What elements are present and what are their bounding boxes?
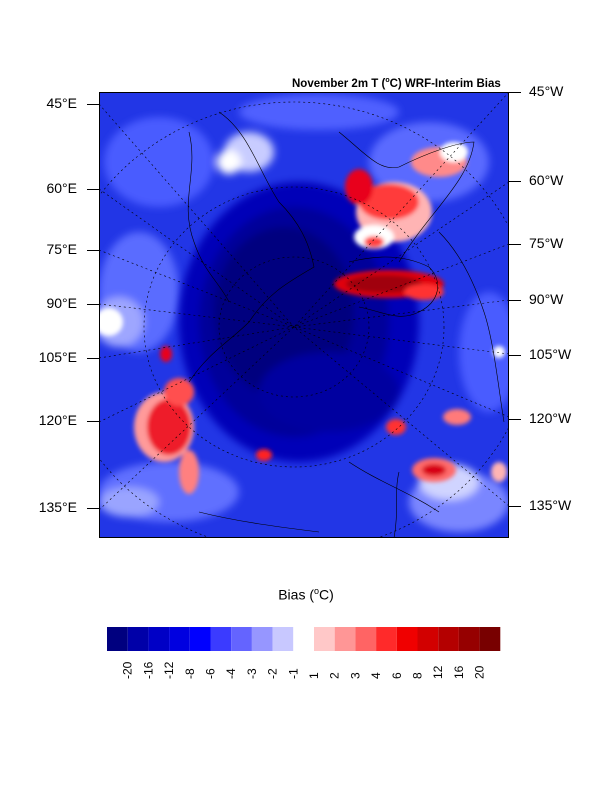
colorbar-box	[251, 627, 273, 651]
colorbar-title-degree: o	[314, 586, 320, 596]
left-lon-label: 90°E	[46, 295, 77, 311]
colorbar-label: 4	[369, 672, 383, 679]
colorbar-box	[231, 627, 252, 651]
colorbar-label: 3	[348, 672, 362, 679]
colorbar-box	[169, 627, 190, 651]
colorbar-label: -20	[121, 661, 135, 679]
right-lon-label: 60°W	[529, 172, 564, 188]
right-lon-label: 75°W	[529, 235, 564, 251]
colorbar-box	[334, 627, 356, 651]
colorbar-box	[293, 627, 314, 651]
colorbar-box	[376, 627, 397, 651]
right-tick	[509, 506, 521, 507]
colorbar-box	[438, 627, 459, 651]
colorbar-label: 1	[307, 672, 321, 679]
right-lon-label: 105°W	[529, 346, 572, 362]
colorbar-box	[210, 627, 232, 651]
colorbar-title-suffix: C)	[319, 586, 334, 603]
colorbar-box	[396, 627, 418, 651]
colorbar-box	[479, 627, 501, 651]
left-tick	[87, 358, 99, 359]
colorbar-label: 6	[390, 672, 404, 679]
colorbar-box	[189, 627, 211, 651]
right-lon-label: 135°W	[529, 497, 572, 513]
colorbar-label: 12	[431, 665, 445, 679]
colorbar-label: -2	[266, 668, 280, 679]
bias-map	[99, 92, 509, 538]
right-tick	[509, 419, 521, 420]
left-lon-label: 120°E	[38, 412, 77, 428]
right-tick	[509, 300, 521, 301]
colorbar-label: -6	[204, 668, 218, 679]
colorbar-label: -4	[224, 668, 238, 679]
colorbar-label: -1	[286, 668, 300, 679]
colorbar-label: 8	[411, 672, 425, 679]
title-text: November 2m T (	[292, 77, 386, 90]
left-lon-label: 75°E	[46, 241, 77, 257]
left-lon-label: 60°E	[46, 180, 77, 196]
title-degree: o	[385, 77, 390, 84]
left-lon-label: 105°E	[38, 349, 77, 365]
colorbar-box	[355, 627, 377, 651]
left-lon-label: 135°E	[38, 499, 77, 515]
colorbar-box	[107, 627, 128, 651]
colorbar-label: -8	[183, 668, 197, 679]
colorbar-title-text: Bias (	[278, 586, 314, 603]
colorbar-box	[314, 627, 335, 651]
colorbar-box	[127, 627, 149, 651]
left-tick	[87, 104, 99, 105]
graticule	[99, 92, 509, 538]
colorbar-box	[272, 627, 294, 651]
colorbar-box	[417, 627, 439, 651]
right-tick	[509, 244, 521, 245]
right-lon-label: 120°W	[529, 410, 572, 426]
map-frame	[99, 92, 509, 538]
right-tick	[509, 181, 521, 182]
coastlines	[187, 111, 505, 538]
colorbar-label: 2	[328, 672, 342, 679]
colorbar: -20 -16 -12 -8 -6 -4 -3 -2 -1 1 2 3 4 6 8 12 16 20	[107, 627, 501, 679]
colorbar-label: 20	[473, 665, 487, 679]
right-tick	[509, 355, 521, 356]
title-text-suffix: C) WRF-Interim Bias	[389, 77, 501, 90]
right-lon-label: 45°W	[529, 83, 564, 99]
left-tick	[87, 189, 99, 190]
colorbar-label: -3	[245, 668, 259, 679]
left-tick	[87, 421, 99, 422]
right-tick	[509, 92, 521, 93]
arctic-cold-core	[179, 182, 419, 462]
left-lon-label: 45°E	[46, 95, 77, 111]
plot-title: November 2m T (oC) WRF-Interim Bias	[292, 77, 501, 90]
colorbar-title: Bias (oC)	[0, 586, 612, 603]
left-tick	[87, 304, 99, 305]
right-lon-label: 90°W	[529, 291, 564, 307]
colorbar-box	[148, 627, 170, 651]
left-tick	[87, 508, 99, 509]
warm-bias-patches	[99, 142, 507, 494]
colorbar-label: -16	[141, 661, 155, 679]
colorbar-box	[458, 627, 480, 651]
left-tick	[87, 250, 99, 251]
colorbar-label: -12	[162, 661, 176, 679]
colorbar-label: 16	[452, 665, 466, 679]
